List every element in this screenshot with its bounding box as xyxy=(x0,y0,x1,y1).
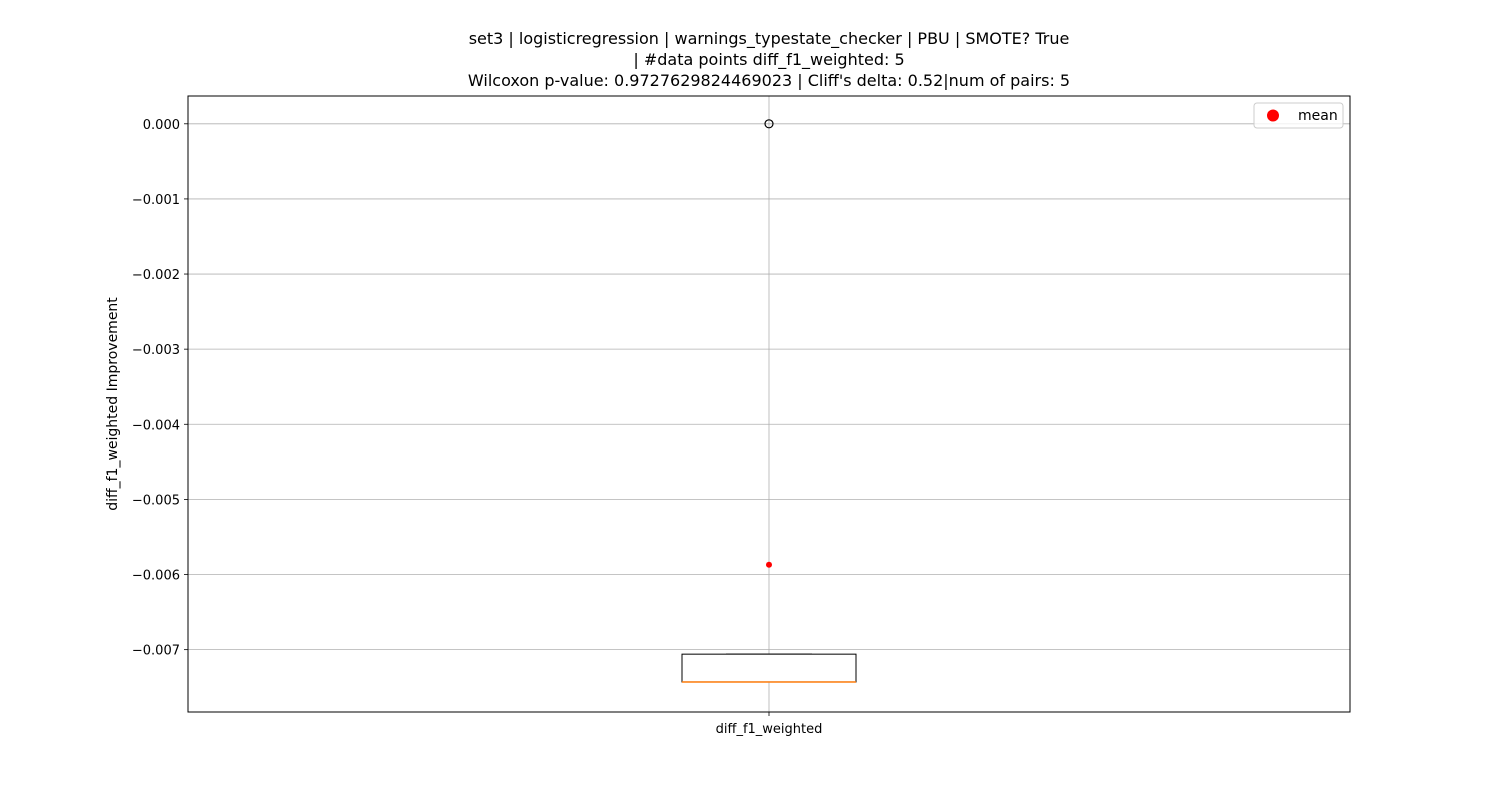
y-tick-label: −0.005 xyxy=(132,493,180,508)
y-tick-label: −0.007 xyxy=(132,644,180,659)
grid-layer xyxy=(188,96,1350,712)
legend-frame xyxy=(1253,102,1344,129)
y-tick-label: −0.001 xyxy=(132,193,180,208)
box-body xyxy=(681,653,857,683)
y-axis-label: diff_f1_weighted Improvement xyxy=(105,297,121,511)
tick-layer: 0.000 −0.001 −0.002 −0.003 −0.004 −0.005 −0.00… xyxy=(132,118,822,737)
chart-title-line-2: | #data points diff_f1_weighted: 5 xyxy=(633,50,905,69)
y-tick-label: −0.002 xyxy=(132,268,180,283)
x-tick-label: diff_f1_weighted xyxy=(716,722,823,737)
chart-title-line-3: Wilcoxon p-value: 0.9727629824469023 | C… xyxy=(467,71,1071,90)
legend-mean-marker xyxy=(1267,109,1279,122)
y-tick-label: −0.006 xyxy=(132,569,180,584)
y-tick-label: −0.003 xyxy=(132,343,180,358)
chart-title-line-1: set3 | logisticregression | warnings_typ… xyxy=(468,29,1070,48)
y-tick-label: −0.004 xyxy=(132,418,180,433)
y-tick-label: 0.000 xyxy=(143,118,180,133)
legend-mean-label: mean xyxy=(1298,108,1338,124)
box-outlier-point xyxy=(764,119,774,129)
legend: mean xyxy=(1253,102,1344,129)
box-layer xyxy=(681,119,857,683)
box-mean-marker xyxy=(766,561,772,568)
